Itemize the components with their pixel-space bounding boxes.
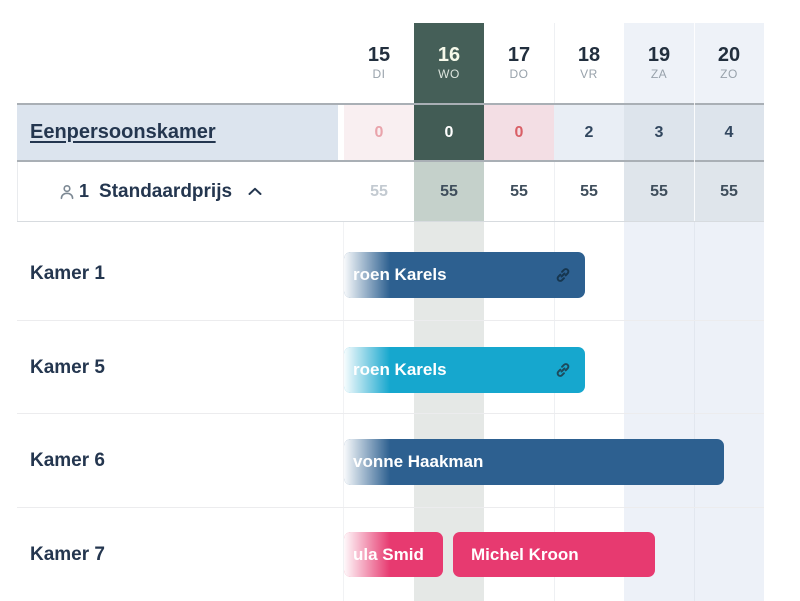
day-number: 15 [367, 44, 391, 66]
day-weekday: DO [509, 67, 529, 81]
room-label-kamer-5: Kamer 5 [30, 357, 105, 378]
day-number: 19 [647, 44, 671, 66]
day-number: 17 [507, 44, 531, 66]
day-number: 16 [437, 44, 461, 66]
column-gridline [694, 222, 695, 601]
booking-bar-kamer1[interactable]: roen Karels [344, 252, 585, 298]
room-label-kamer-7: Kamer 7 [30, 544, 105, 565]
day-weekday: WO [438, 67, 460, 81]
availability-cell-16[interactable]: 0 [414, 105, 484, 160]
day-header-17[interactable]: 17 DO [484, 23, 554, 103]
guest-name: vonne Haakman [353, 452, 484, 471]
row-border [17, 160, 764, 162]
price-cell-17[interactable]: 55 [510, 182, 528, 200]
guest-name: ula Smid [353, 544, 424, 564]
booking-bar-kamer5[interactable]: roen Karels [344, 347, 585, 393]
price-cell-18[interactable]: 55 [580, 182, 598, 200]
room-row-divider [17, 320, 764, 321]
day-header-16-selected[interactable]: 16 WO [414, 23, 484, 103]
day-weekday: ZO [720, 67, 738, 81]
day-header-19[interactable]: 19 ZA [624, 23, 694, 103]
column-gridline [554, 23, 555, 601]
guest-name: roen Karels [353, 360, 447, 379]
day-number: 20 [717, 44, 741, 66]
availability-cell-18[interactable]: 2 [554, 105, 624, 160]
price-cell-16[interactable]: 55 [414, 162, 484, 221]
room-row-divider [17, 413, 764, 414]
person-icon [58, 183, 76, 201]
row-border [17, 221, 764, 222]
column-gridline [343, 222, 344, 601]
guest-name: roen Karels [353, 265, 447, 284]
room-label-kamer-1: Kamer 1 [30, 263, 105, 284]
column-gridline [694, 23, 695, 221]
room-type-row: Eenpersoonskamer [17, 105, 338, 160]
row-border [17, 103, 764, 105]
day-weekday: VR [580, 67, 598, 81]
chevron-up-icon[interactable] [248, 187, 262, 196]
link-icon [554, 361, 572, 379]
occupancy: 1 [58, 181, 89, 202]
availability-cell-17[interactable]: 0 [484, 105, 554, 160]
price-cell-19[interactable]: 55 [624, 162, 694, 221]
day-number: 18 [577, 44, 601, 66]
price-cell-15[interactable]: 55 [370, 182, 388, 200]
guest-name: Michel Kroon [471, 544, 579, 564]
day-weekday: DI [372, 67, 386, 81]
day-header-18[interactable]: 18 VR [554, 23, 624, 103]
room-label-kamer-6: Kamer 6 [30, 450, 105, 471]
room-row-divider [17, 507, 764, 508]
booking-bar-kamer7-1[interactable]: ula Smid [344, 532, 443, 577]
occupancy-count: 1 [79, 181, 90, 201]
availability-cell-15[interactable]: 0 [344, 105, 414, 160]
rate-name: Standaardprijs [99, 180, 233, 202]
room-type-link[interactable]: Eenpersoonskamer [30, 121, 216, 143]
booking-bar-kamer7-2[interactable]: Michel Kroon [453, 532, 655, 577]
booking-bar-kamer6[interactable]: vonne Haakman [344, 439, 724, 485]
day-header-20[interactable]: 20 ZO [694, 23, 764, 103]
rate-row-toggle[interactable]: 1 Standaardprijs [17, 162, 338, 221]
price-cell-20[interactable]: 55 [694, 162, 764, 221]
day-header-15[interactable]: 15 DI [344, 23, 414, 103]
availability-cell-19[interactable]: 3 [624, 105, 694, 160]
availability-cell-20[interactable]: 4 [694, 105, 764, 160]
link-icon [554, 266, 572, 284]
day-weekday: ZA [650, 67, 668, 81]
